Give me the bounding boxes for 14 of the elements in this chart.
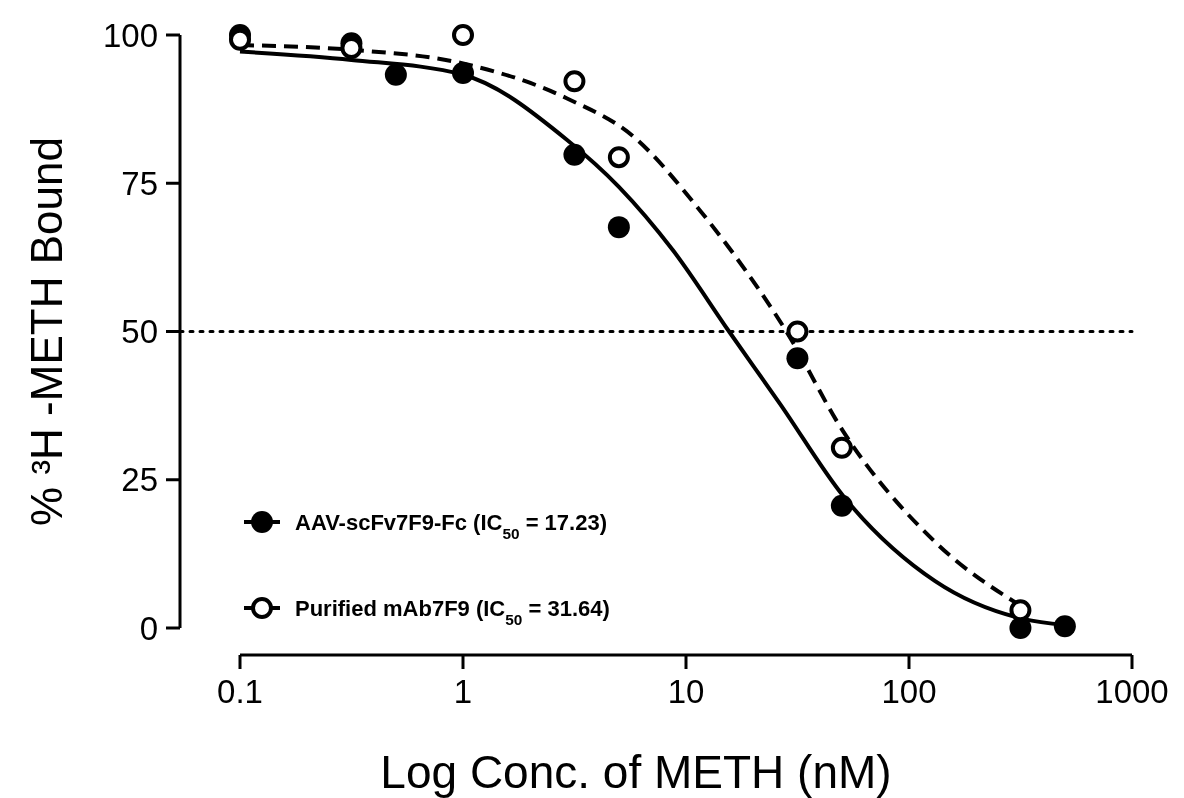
y-axis-title: % ³H -METH Bound <box>22 137 71 526</box>
y-tick-label: 25 <box>121 461 158 499</box>
x-tick-label: 1000 <box>1095 673 1169 710</box>
x-tick-label: 1 <box>453 673 473 710</box>
legend-label: Purified mAb7F9 (IC$_{50}$ = 31.64) <box>295 595 610 628</box>
legend-label: AAV-scFv7F9-Fc (IC$_{50}$ = 17.23) <box>295 509 607 542</box>
x-tick-label: 10 <box>667 673 705 710</box>
y-tick-label: 100 <box>102 16 158 54</box>
x-tick-label: 0.1 <box>217 673 263 710</box>
y-tick-label: 75 <box>121 164 158 202</box>
y-tick-label: 0 <box>139 609 158 647</box>
y-tick-label: 50 <box>121 313 158 351</box>
x-tick-label: 100 <box>881 673 937 710</box>
x-axis-title: Log Conc. of METH (nM) <box>380 746 892 798</box>
